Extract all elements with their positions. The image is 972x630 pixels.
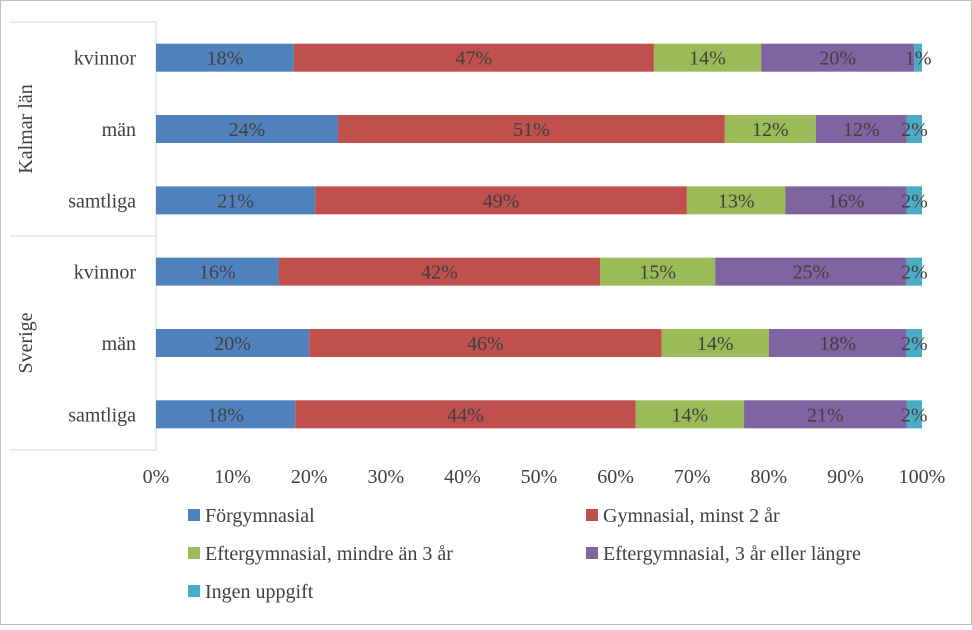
bar-segment	[724, 115, 816, 143]
data-label: 15%	[639, 262, 676, 284]
data-label: 13%	[718, 190, 755, 212]
x-tick-label: 80%	[750, 466, 787, 488]
data-label: 1%	[905, 48, 932, 70]
data-label: 47%	[456, 48, 493, 70]
data-label: 51%	[513, 119, 550, 141]
x-tick-label: 90%	[827, 466, 864, 488]
data-label: 16%	[199, 262, 236, 284]
bar-segment	[761, 43, 915, 72]
bar-segment	[295, 400, 636, 429]
data-label: 25%	[793, 262, 830, 284]
category-label: samtliga	[68, 190, 136, 212]
data-label: 44%	[447, 404, 484, 426]
bar-segment	[278, 257, 601, 286]
bar-segment	[906, 186, 922, 215]
bar-segment	[653, 43, 762, 72]
data-label: 12%	[752, 119, 789, 141]
data-label: 12%	[843, 119, 880, 141]
bar-segment	[156, 43, 294, 72]
bar-segment	[661, 329, 769, 357]
bar-segment	[156, 115, 339, 143]
bar-segment	[768, 329, 907, 357]
category-label: män	[102, 333, 136, 355]
bar-segment	[156, 329, 310, 357]
x-tick-label: 30%	[367, 466, 404, 488]
data-label: 2%	[901, 190, 928, 212]
bar-segment	[156, 257, 279, 286]
bar-segment	[744, 400, 907, 429]
data-label: 42%	[421, 262, 458, 284]
bar-segment	[906, 400, 922, 429]
data-label: 2%	[901, 404, 928, 426]
category-label: samtliga	[68, 404, 136, 426]
category-label: kvinnor	[74, 48, 137, 70]
data-label: 14%	[672, 404, 709, 426]
legend-swatch	[188, 509, 200, 521]
x-tick-label: 50%	[521, 466, 558, 488]
x-tick-label: 40%	[444, 466, 481, 488]
legend-label: Ingen uppgift	[205, 581, 314, 603]
bar-segment	[686, 186, 786, 215]
data-label: 46%	[467, 333, 504, 355]
data-label: 14%	[697, 333, 734, 355]
bar-segment	[635, 400, 745, 429]
data-label: 21%	[807, 404, 844, 426]
bar-segment	[156, 186, 316, 215]
x-tick-label: 60%	[597, 466, 634, 488]
data-label: 16%	[828, 190, 865, 212]
legend-label: Eftergymnasial, mindre än 3 år	[205, 543, 453, 565]
bar-segment	[906, 115, 922, 143]
legend-swatch	[586, 547, 598, 559]
x-tick-label: 20%	[291, 466, 328, 488]
group-label: Sverige	[15, 312, 37, 373]
group-label: Kalmar län	[15, 84, 37, 173]
x-tick-label: 70%	[674, 466, 711, 488]
legend-label: Förgymnasial	[205, 505, 315, 527]
bar-segment	[815, 115, 907, 143]
bar-segment	[906, 257, 922, 286]
data-label: 18%	[819, 333, 856, 355]
legend-swatch	[586, 509, 598, 521]
data-label: 49%	[483, 190, 520, 212]
bar-segment	[293, 43, 654, 72]
category-label: kvinnor	[74, 262, 137, 284]
x-tick-label: 10%	[214, 466, 251, 488]
category-label: män	[102, 119, 136, 141]
bar-segment	[785, 186, 907, 215]
legend-swatch	[188, 547, 200, 559]
bar-segment	[309, 329, 662, 357]
data-label: 20%	[214, 333, 251, 355]
bar-segment	[338, 115, 725, 143]
bar-segment	[156, 400, 296, 429]
data-label: 14%	[689, 48, 726, 70]
x-tick-label: 100%	[899, 466, 946, 488]
data-label: 2%	[901, 119, 928, 141]
data-label: 20%	[819, 48, 856, 70]
legend-swatch	[188, 585, 200, 597]
data-label: 18%	[207, 404, 244, 426]
legend-label: Gymnasial, minst 2 år	[603, 505, 780, 527]
bar-segment	[906, 329, 922, 357]
data-label: 2%	[901, 333, 928, 355]
bar-segment	[315, 186, 687, 215]
bar-segment	[914, 43, 922, 72]
data-label: 2%	[901, 262, 928, 284]
data-label: 18%	[207, 48, 244, 70]
data-label: 24%	[229, 119, 266, 141]
bar-segment	[715, 257, 907, 286]
data-label: 21%	[217, 190, 254, 212]
x-tick-label: 0%	[143, 466, 170, 488]
bar-segment	[600, 257, 716, 286]
legend-label: Eftergymnasial, 3 år eller längre	[603, 543, 861, 565]
